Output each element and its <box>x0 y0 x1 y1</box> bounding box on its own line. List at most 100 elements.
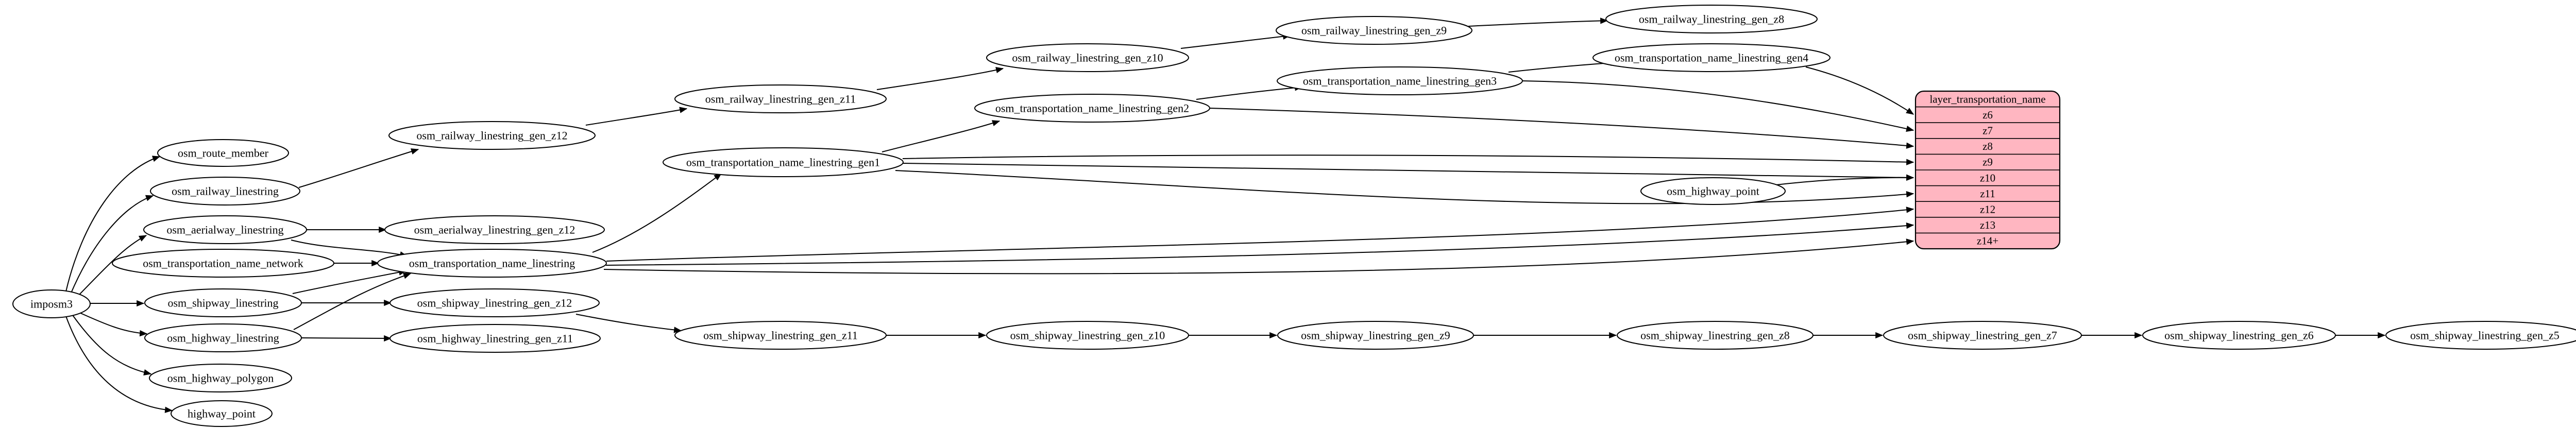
node-osm-railway-linestring-gen-z9: osm_railway_linestring_gen_z9 <box>1276 16 1472 45</box>
node-osm-highway-linestring: osm_highway_linestring <box>144 323 302 352</box>
node-label: highway_point <box>188 407 256 420</box>
node-ellipse <box>112 249 334 278</box>
node-label: osm_shipway_linestring_gen_z11 <box>703 329 858 342</box>
table-title: layer_transportation_name <box>1929 93 2045 105</box>
edge-osm-transportation-name-linestring-to-tablez12 <box>606 207 1914 262</box>
table-layer: layer_transportation_name z6 z7 z8 z9 z10 z11 z… <box>1914 90 2061 250</box>
node-ellipse <box>674 321 887 350</box>
node-ellipse <box>1640 177 1786 205</box>
table-row-z12: z12 <box>1980 203 1995 216</box>
node-osm-route-member: osm_route_member <box>157 139 289 167</box>
node-label: osm_shipway_linestring_gen_z6 <box>2164 329 2314 342</box>
edge-osm-railway-linestring-gen-z9-to-osm-railway-linestring-gen-z8 <box>1468 18 1608 27</box>
node-osm-highway-linestring-gen-z11: osm_highway_linestring_gen_z11 <box>389 324 601 353</box>
edge-osm-transportation-name-linestring-gen1-to-tablez10 <box>903 163 1914 181</box>
table-row-z13: z13 <box>1980 219 1995 231</box>
node-osm-railway-linestring: osm_railway_linestring <box>150 177 300 206</box>
table-row-z9: z9 <box>1982 156 1993 168</box>
node-ellipse <box>663 147 904 177</box>
node-osm-aerialway-linestring: osm_aerialway_linestring <box>143 215 307 244</box>
node-ellipse <box>2385 321 2576 350</box>
edge-osm-transportation-name-linestring-gen4-to-tablez6 <box>1805 66 1914 115</box>
node-osm-shipway-linestring-gen-z9: osm_shipway_linestring_gen_z9 <box>1277 321 1474 350</box>
node-ellipse <box>674 84 887 113</box>
edge-osm-transportation-name-linestring-to-tablez14 <box>603 238 1914 275</box>
node-label: osm_railway_linestring <box>172 185 279 198</box>
edge-osm-transportation-name-linestring-to-tablez13 <box>605 222 1914 266</box>
node-label: osm_shipway_linestring_gen_z5 <box>2410 329 2560 342</box>
node-osm-transportation-name-linestring-gen4: osm_transportation_name_linestring_gen4 <box>1592 43 1831 72</box>
node-osm-transportation-name-network: osm_transportation_name_network <box>112 249 334 278</box>
node-osm-transportation-name-linestring: osm_transportation_name_linestring <box>377 249 607 278</box>
table-row-z7: z7 <box>1982 125 1993 137</box>
node-osm-railway-linestring-gen-z8: osm_railway_linestring_gen_z8 <box>1605 5 1818 33</box>
node-osm-highway-point: osm_highway_point <box>1640 177 1786 205</box>
node-ellipse <box>12 289 91 318</box>
edge-osm-railway-linestring-gen-z11-to-osm-railway-linestring-gen-z10 <box>876 67 1004 90</box>
node-ellipse <box>143 215 307 244</box>
node-ellipse <box>144 323 302 352</box>
node-osm-shipway-linestring-gen-z11: osm_shipway_linestring_gen_z11 <box>674 321 887 350</box>
edge-osm-transportation-name-linestring-gen1-to-tablez9 <box>902 155 1914 165</box>
node-label: osm_aerialway_linestring_gen_z12 <box>414 224 575 236</box>
node-label: osm_transportation_name_linestring_gen2 <box>995 102 1189 115</box>
nodes-layer: imposm3 osm_route_member osm_railway_lines… <box>12 5 2576 427</box>
node-ellipse <box>384 215 605 244</box>
node-osm-highway-polygon: osm_highway_polygon <box>149 364 292 392</box>
node-osm-shipway-linestring-gen-z6: osm_shipway_linestring_gen_z6 <box>2142 321 2336 350</box>
edges-layer <box>65 18 2386 413</box>
edge-osm-transportation-name-linestring-gen1-to-osm-transportation-name-linestring-gen2 <box>882 120 1001 152</box>
node-label: osm_aerialway_linestring <box>166 224 283 236</box>
edge-imposm3-to-osm-highway-polygon <box>72 315 152 376</box>
node-label: osm_transportation_name_network <box>143 257 303 270</box>
node-label: osm_railway_linestring_gen_z10 <box>1012 52 1163 64</box>
node-ellipse <box>144 288 302 317</box>
edge-imposm3-to-osm-railway-linestring <box>70 195 154 295</box>
edge-osm-aerialway-linestring-to-osm-transportation-name-linestring <box>291 239 408 258</box>
edge-imposm3-to-highway-point <box>65 316 173 413</box>
node-label: imposm3 <box>30 298 73 311</box>
edge-osm-transportation-name-linestring-gen1-to-tablez11 <box>895 170 1914 204</box>
edge-osm-highway-point-to-tablez10 <box>1771 174 1914 186</box>
node-label: osm_transportation_name_linestring_gen1 <box>686 156 880 169</box>
node-ellipse <box>377 249 607 278</box>
node-ellipse <box>1605 5 1818 33</box>
node-osm-shipway-linestring: osm_shipway_linestring <box>144 288 302 317</box>
table-row-z11: z11 <box>1980 187 1995 200</box>
node-label: osm_railway_linestring_gen_z12 <box>416 129 567 142</box>
node-ellipse <box>1276 16 1472 45</box>
node-osm-transportation-name-linestring-gen1: osm_transportation_name_linestring_gen1 <box>663 147 904 177</box>
node-highway-point: highway_point <box>171 400 273 427</box>
node-label: osm_shipway_linestring_gen_z12 <box>417 297 572 310</box>
node-label: osm_shipway_linestring_gen_z9 <box>1301 329 1450 342</box>
node-osm-shipway-linestring-gen-z12: osm_shipway_linestring_gen_z12 <box>389 288 600 317</box>
node-label: osm_shipway_linestring_gen_z10 <box>1010 329 1165 342</box>
node-label: osm_railway_linestring_gen_z9 <box>1301 24 1447 37</box>
edge-osm-shipway-linestring-gen-z12-to-osm-shipway-linestring-gen-z11 <box>575 314 682 333</box>
table-row-z8: z8 <box>1982 140 1993 152</box>
edge-osm-transportation-name-linestring-gen2-to-tablez8 <box>1209 108 1914 149</box>
edge-osm-railway-linestring-to-osm-railway-linestring-gen-z12 <box>298 148 419 188</box>
node-ellipse <box>1277 66 1523 95</box>
node-label: osm_highway_polygon <box>167 372 274 385</box>
node-ellipse <box>388 121 596 150</box>
node-ellipse <box>150 177 300 206</box>
table-row-z6: z6 <box>1982 109 1993 121</box>
node-label: osm_shipway_linestring_gen_z8 <box>1640 329 1790 342</box>
node-label: osm_transportation_name_linestring <box>409 257 575 270</box>
edge-imposm3-to-osm-highway-linestring <box>78 312 148 337</box>
table-row-z10: z10 <box>1980 172 1995 184</box>
node-osm-transportation-name-linestring-gen2: osm_transportation_name_linestring_gen2 <box>974 94 1210 123</box>
node-osm-railway-linestring-gen-z10: osm_railway_linestring_gen_z10 <box>986 43 1189 72</box>
edge-imposm3-to-osm-route-member <box>65 156 161 292</box>
edge-osm-railway-linestring-gen-z10-to-osm-railway-linestring-gen-z9 <box>1180 33 1291 49</box>
node-label: osm_highway_point <box>1667 185 1759 198</box>
node-label: osm_shipway_linestring_gen_z7 <box>1908 329 2057 342</box>
node-osm-shipway-linestring-gen-z5: osm_shipway_linestring_gen_z5 <box>2385 321 2576 350</box>
node-osm-railway-linestring-gen-z12: osm_railway_linestring_gen_z12 <box>388 121 596 150</box>
node-ellipse <box>389 324 601 353</box>
node-osm-aerialway-linestring-gen-z12: osm_aerialway_linestring_gen_z12 <box>384 215 605 244</box>
edge-osm-shipway-linestring-to-osm-transportation-name-linestring <box>292 269 407 294</box>
node-osm-transportation-name-linestring-gen3: osm_transportation_name_linestring_gen3 <box>1277 66 1523 95</box>
